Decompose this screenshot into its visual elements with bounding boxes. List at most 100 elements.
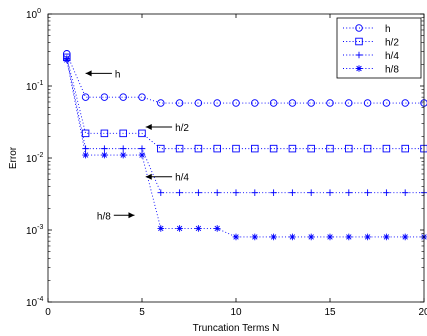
legend-entry-h: h — [343, 24, 391, 35]
data-point-square — [81, 129, 90, 138]
data-point-circle — [401, 99, 409, 107]
data-point-square — [138, 129, 146, 138]
data-point-plus — [119, 145, 127, 152]
annotation-h-8: h/8 — [97, 211, 135, 222]
data-point-asterisk — [232, 233, 240, 241]
y-axis-label: Error — [8, 146, 19, 169]
data-point-square — [119, 129, 127, 138]
data-point-circle — [213, 99, 221, 107]
legend-entry-h-8: h/8 — [343, 65, 399, 76]
data-point-square — [157, 144, 165, 153]
data-point-square — [382, 144, 391, 153]
legend-label: h — [385, 24, 391, 35]
data-point-circle — [363, 99, 372, 107]
data-point-plus — [307, 189, 315, 196]
y-tick-label-exponent: -1 — [37, 80, 43, 87]
data-point-plus — [270, 189, 277, 196]
data-point-asterisk — [119, 151, 127, 159]
data-point-square — [363, 144, 372, 153]
data-point-circle — [232, 99, 240, 107]
data-point-square — [326, 144, 334, 153]
annotation-arrow-head — [128, 212, 135, 219]
data-point-asterisk — [195, 225, 202, 232]
data-point-square — [269, 144, 278, 153]
y-tick-label-base: 10 — [26, 298, 38, 309]
data-point-square — [175, 144, 184, 153]
data-point-plus — [251, 189, 259, 196]
data-point-plus — [289, 189, 296, 196]
series-h-4 — [63, 55, 427, 196]
series-h-8 — [63, 56, 427, 241]
x-axis-label: Truncation Terms N — [193, 323, 280, 334]
y-tick-label-exponent: -2 — [37, 152, 43, 159]
data-point-circle — [175, 99, 184, 107]
annotation-arrow-head — [85, 70, 92, 77]
x-tick-label: 20 — [418, 307, 427, 318]
data-point-plus — [345, 189, 353, 196]
data-point-asterisk — [307, 233, 315, 241]
data-point-circle — [269, 99, 278, 107]
data-point-plus — [101, 145, 108, 152]
data-point-asterisk — [101, 151, 108, 159]
annotation-layer: h h/2 h/4 h/8 — [85, 69, 189, 222]
data-point-asterisk — [355, 65, 363, 72]
x-tick-label: 10 — [230, 307, 242, 318]
series-h — [63, 50, 427, 107]
data-point-plus — [213, 189, 221, 196]
y-tick-label-base: 10 — [26, 226, 38, 237]
data-point-circle — [345, 99, 353, 107]
x-tick-label: 5 — [139, 307, 145, 318]
y-tick-label-exponent: -3 — [37, 224, 43, 231]
y-tick-label: 10-4 — [26, 296, 43, 309]
annotation-label: h/8 — [97, 211, 111, 222]
series-h-2 — [63, 53, 427, 153]
data-point-circle — [194, 99, 203, 107]
data-point-asterisk — [213, 225, 221, 232]
data-point-square — [288, 144, 297, 153]
data-point-circle — [307, 99, 315, 107]
data-point-plus — [82, 145, 89, 152]
data-point-circle — [251, 99, 259, 107]
data-point-asterisk — [63, 56, 71, 64]
data-point-asterisk — [138, 151, 146, 159]
data-point-asterisk — [82, 151, 89, 159]
data-point-asterisk — [157, 225, 165, 232]
y-tick-label-base: 10 — [26, 154, 38, 165]
data-point-circle — [119, 93, 127, 101]
data-point-circle — [81, 93, 90, 101]
data-point-plus — [383, 189, 390, 196]
legend: h h/2 h/4 h/8 — [336, 17, 422, 79]
legend-entry-h-2: h/2 — [343, 38, 399, 49]
data-point-square — [213, 144, 221, 153]
data-point-plus — [355, 51, 363, 59]
data-point-square — [194, 144, 203, 153]
annotation-label: h — [115, 69, 121, 80]
data-point-square — [345, 144, 353, 153]
y-tick-label: 10-3 — [26, 224, 43, 237]
annotation-arrow-head — [145, 173, 152, 180]
annotation-h-2: h/2 — [145, 123, 189, 134]
data-point-square — [251, 144, 259, 153]
data-point-asterisk — [251, 233, 259, 241]
series-layer — [63, 50, 427, 241]
data-point-asterisk — [289, 233, 296, 241]
data-point-circle — [288, 99, 297, 107]
data-point-asterisk — [383, 233, 390, 241]
annotation-h-4: h/4 — [145, 173, 189, 184]
y-tick-label: 100 — [26, 8, 41, 21]
legend-label: h/4 — [385, 51, 399, 62]
data-point-asterisk — [345, 233, 353, 241]
y-tick-label: 10-2 — [26, 152, 43, 165]
y-tick-label-base: 10 — [26, 10, 38, 21]
data-point-plus — [364, 189, 371, 196]
data-point-plus — [326, 189, 334, 196]
annotation-arrow-head — [145, 123, 152, 130]
data-point-plus — [232, 189, 240, 196]
data-point-plus — [195, 189, 202, 196]
data-point-asterisk — [326, 233, 334, 241]
legend-box — [336, 17, 422, 79]
legend-label: h/2 — [385, 38, 399, 49]
y-tick-label-base: 10 — [26, 82, 38, 93]
x-tick-label: 15 — [324, 307, 336, 318]
